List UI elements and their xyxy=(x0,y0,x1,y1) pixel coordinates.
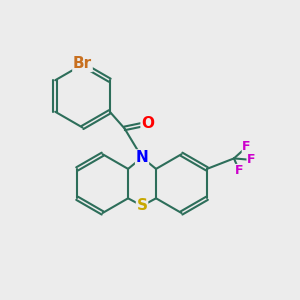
Text: Br: Br xyxy=(73,56,92,71)
Text: O: O xyxy=(141,116,154,131)
Text: S: S xyxy=(136,198,148,213)
Text: F: F xyxy=(242,140,251,154)
Text: N: N xyxy=(136,150,148,165)
Text: F: F xyxy=(235,164,244,178)
Text: F: F xyxy=(247,153,256,167)
